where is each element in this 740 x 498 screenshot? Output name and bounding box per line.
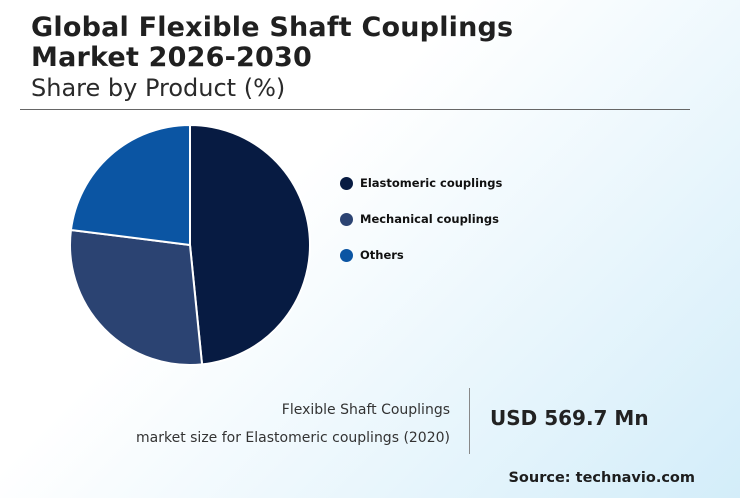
chart-subtitle: Share by Product (%) [31,74,286,102]
market-size-label: Flexible Shaft Couplings market size for… [136,396,450,452]
legend-label: Elastomeric couplings [360,176,503,190]
chart-title-line1: Global Flexible Shaft Couplings [31,12,514,43]
legend-item-others: Others [340,246,502,264]
pie-slice-others [69,123,191,247]
legend-swatch [340,176,353,190]
legend-label: Mechanical couplings [360,212,499,226]
chart-legend: Elastomeric couplings Mechanical coupling… [340,174,502,282]
legend-swatch [340,212,353,226]
pie-slice-elastomeric-couplings [189,123,311,366]
legend-swatch [340,248,353,262]
market-size-label-line2: market size for Elastomeric couplings (2… [136,430,450,446]
legend-item-elastomeric-couplings: Elastomeric couplings [340,174,502,192]
chart-title-line2: Market 2026-2030 [31,42,312,73]
chart-title: Global Flexible Shaft Couplings Market 2… [31,13,513,73]
legend-item-mechanical-couplings: Mechanical couplings [340,210,502,228]
title-divider [20,109,690,110]
market-size-divider [469,388,470,454]
legend-label: Others [360,248,404,262]
pie-slice-mechanical-couplings [69,228,204,366]
source-credit: Source: technavio.com [508,470,695,486]
market-size-label-line1: Flexible Shaft Couplings [281,402,450,418]
market-size-value: USD 569.7 Mn [490,406,649,430]
